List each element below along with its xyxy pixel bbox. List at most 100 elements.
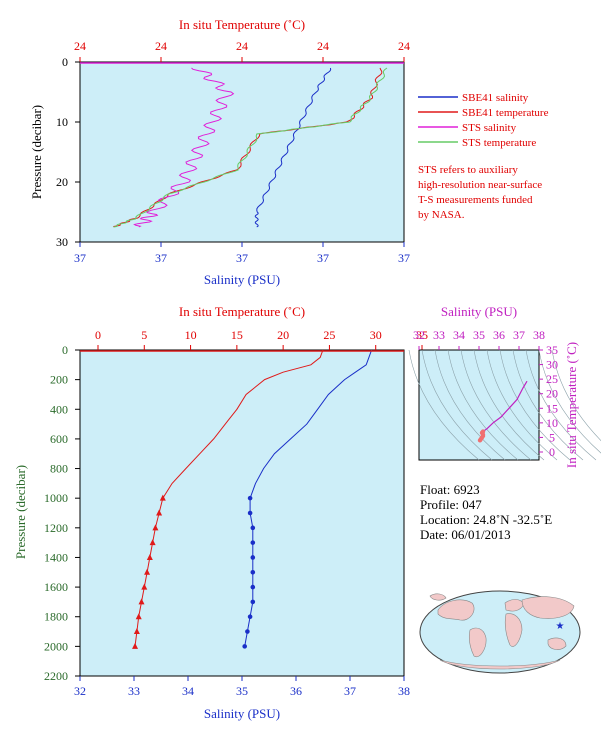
top-series-line-3 bbox=[133, 67, 235, 228]
main-sal-tick-label: 37 bbox=[344, 684, 356, 698]
main-pressure-tick-label: 1200 bbox=[44, 521, 68, 535]
top-panel: In situ Temperature (˚C) Salinity (PSU) … bbox=[29, 17, 410, 287]
ts-sal-tick-label: 38 bbox=[533, 328, 545, 342]
profile-number: Profile: 047 bbox=[420, 497, 482, 512]
ts-density-contour bbox=[499, 349, 571, 461]
top-plot-area bbox=[79, 61, 405, 243]
main-pressure-tick-label: 2200 bbox=[44, 669, 68, 683]
ts-sal-tick-labels: 32 33 34 35 36 37 38 bbox=[413, 328, 545, 350]
salinity-marker bbox=[250, 555, 256, 560]
main-temp-tick-label: 5 bbox=[141, 328, 147, 342]
salinity-marker bbox=[242, 644, 247, 649]
main-sal-tick-label: 32 bbox=[74, 684, 86, 698]
ts-temp-tick-label: 30 bbox=[546, 358, 558, 372]
ts-density-contour bbox=[525, 349, 597, 461]
temperature-marker bbox=[132, 642, 139, 649]
top-sal-axis-title: Salinity (PSU) bbox=[204, 272, 280, 287]
main-pressure-tick-label: 1800 bbox=[44, 610, 68, 624]
main-pressure-tick-label: 200 bbox=[50, 373, 68, 387]
ts-density-contour bbox=[434, 349, 506, 461]
main-pressure-tick-label: 0 bbox=[62, 343, 68, 357]
main-temp-axis-title: In situ Temperature (˚C) bbox=[179, 304, 305, 319]
main-pressure-tick-label: 1400 bbox=[44, 550, 68, 564]
world-map: ★ bbox=[419, 590, 581, 674]
top-sal-tick-label: 37 bbox=[74, 251, 86, 265]
ts-sal-tick-label: 36 bbox=[493, 328, 505, 342]
ts-density-contour bbox=[551, 349, 601, 441]
legend-label: STS temperature bbox=[462, 137, 536, 149]
ts-temp-axis-title: In situ Temperature (˚C) bbox=[564, 342, 579, 468]
salinity-marker bbox=[247, 614, 253, 620]
temperature-marker bbox=[138, 598, 145, 605]
top-sal-tick-labels: 37 37 37 37 37 bbox=[74, 242, 410, 265]
main-sal-tick-label: 36 bbox=[290, 684, 302, 698]
main-pressure-tick-label: 400 bbox=[50, 402, 68, 416]
main-temp-tick-label: 30 bbox=[370, 328, 382, 342]
salinity-marker bbox=[245, 629, 250, 634]
salinity-marker bbox=[250, 525, 256, 531]
top-pressure-tick-label: 0 bbox=[62, 55, 68, 69]
ts-sal-tick-label: 34 bbox=[453, 328, 465, 342]
main-sal-axis-title: Salinity (PSU) bbox=[204, 706, 280, 721]
main-pressure-axis-title: Pressure (decibar) bbox=[13, 465, 28, 559]
top-temp-tick-labels: 24 24 24 24 24 bbox=[74, 39, 410, 62]
ts-temp-tick-label: 35 bbox=[546, 343, 558, 357]
temperature-marker bbox=[144, 568, 151, 575]
salinity-marker bbox=[247, 495, 253, 501]
ts-panel: Salinity (PSU) In situ Temperature (˚C) … bbox=[408, 304, 601, 468]
ts-temp-tick-label: 20 bbox=[546, 387, 558, 401]
top-sal-tick-label: 37 bbox=[236, 251, 248, 265]
main-pressure-tick-label: 2000 bbox=[44, 639, 68, 653]
main-salinity-line bbox=[244, 349, 373, 647]
ts-density-contour bbox=[421, 349, 493, 461]
main-temperature-line bbox=[134, 349, 324, 647]
ts-sal-tick-label: 33 bbox=[433, 328, 445, 342]
float-info: Float: 6923 Profile: 047 Location: 24.8˚… bbox=[420, 482, 552, 542]
salinity-marker bbox=[247, 510, 253, 516]
top-series-group bbox=[80, 62, 404, 228]
ts-temp-tick-label: 0 bbox=[549, 445, 555, 459]
note-line: high-resolution near-surface bbox=[418, 179, 542, 191]
date: Date: 06/01/2013 bbox=[420, 527, 511, 542]
main-pressure-tick-label: 1000 bbox=[44, 491, 68, 505]
main-sal-tick-label: 34 bbox=[182, 684, 194, 698]
main-temp-tick-label: 20 bbox=[277, 328, 289, 342]
temperature-marker bbox=[135, 613, 142, 620]
sts-note: STS refers to auxiliary high-resolution n… bbox=[418, 164, 542, 221]
ts-sal-tick-label: 37 bbox=[513, 328, 525, 342]
main-pressure-tick-label: 800 bbox=[50, 462, 68, 476]
ts-density-contour bbox=[447, 349, 519, 461]
top-pressure-tick-label: 30 bbox=[56, 235, 68, 249]
note-line: T-S measurements funded bbox=[418, 194, 533, 206]
temperature-marker bbox=[141, 583, 148, 590]
main-pressure-tick-labels: 0 200 400 600 800 1000 1200 1400 1600 1800 2000 220… bbox=[44, 343, 80, 683]
ts-series-group bbox=[477, 380, 528, 443]
legend-label: SBE41 temperature bbox=[462, 107, 549, 119]
main-temp-tick-label: 10 bbox=[185, 328, 197, 342]
main-temp-tick-label: 0 bbox=[95, 328, 101, 342]
main-series-group bbox=[80, 349, 404, 649]
location: Location: 24.8˚N -32.5˚E bbox=[420, 512, 552, 527]
legend-label: STS salinity bbox=[462, 122, 517, 134]
ts-sal-tick-label: 35 bbox=[473, 328, 485, 342]
float-location-star: ★ bbox=[556, 621, 565, 632]
ts-density-contour bbox=[408, 349, 480, 461]
top-temp-axis-title: In situ Temperature (˚C) bbox=[179, 17, 305, 32]
temperature-marker bbox=[159, 494, 166, 501]
ts-density-contour bbox=[538, 349, 601, 454]
ts-point bbox=[477, 438, 483, 443]
ts-density-contour bbox=[473, 349, 545, 461]
temperature-marker bbox=[152, 524, 159, 531]
top-temp-tick-label: 24 bbox=[74, 39, 86, 53]
main-panel: In situ Temperature (˚C) Salinity (PSU) … bbox=[13, 304, 428, 721]
top-temp-tick-label: 24 bbox=[236, 39, 248, 53]
note-line: STS refers to auxiliary bbox=[418, 164, 518, 176]
ts-temp-tick-label: 15 bbox=[546, 401, 558, 415]
ts-sal-axis-title: Salinity (PSU) bbox=[441, 304, 517, 319]
main-pressure-tick-label: 600 bbox=[50, 432, 68, 446]
map-land bbox=[429, 593, 575, 670]
legend: SBE41 salinity SBE41 temperature STS salin… bbox=[418, 92, 549, 149]
top-series-line-4 bbox=[113, 67, 388, 228]
